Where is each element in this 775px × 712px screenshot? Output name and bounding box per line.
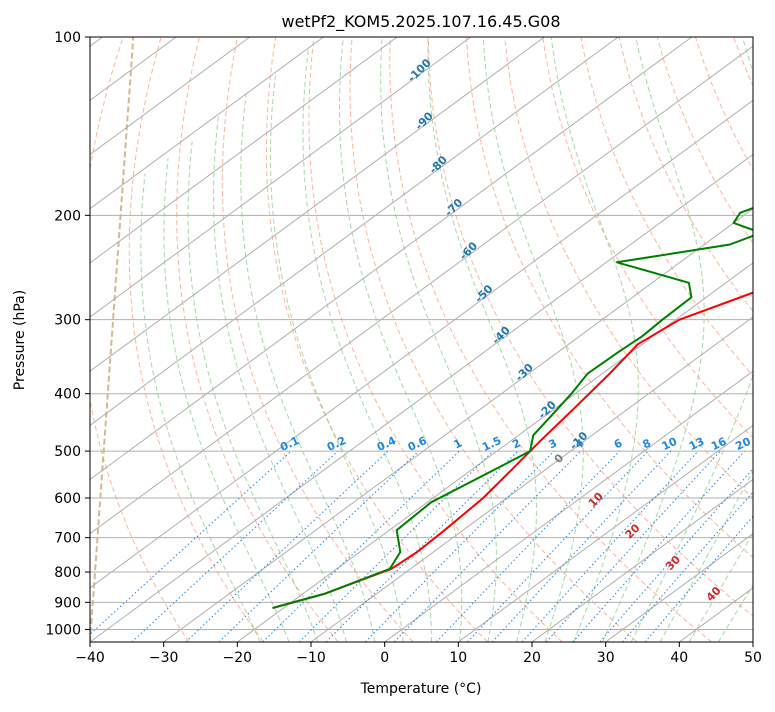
y-tick-label: 1000: [45, 622, 81, 638]
dry-adiabat: [505, 37, 775, 642]
x-tick-label: 30: [597, 650, 615, 666]
mixing-ratio-line: [219, 451, 419, 642]
temp-label: -40: [490, 324, 513, 347]
isotherm-line: [0, 37, 692, 642]
x-axis-label: Temperature (°C): [360, 681, 482, 697]
x-tick-label: 40: [670, 650, 688, 666]
dry-adiabat: [390, 37, 712, 642]
isotherm-line: [753, 37, 775, 642]
wetbulb-label: 30: [663, 553, 683, 573]
moist-adiabat: [551, 37, 638, 642]
y-tick-label: 800: [54, 565, 81, 581]
x-tick-label: −10: [296, 650, 326, 666]
y-tick-label: 100: [54, 30, 81, 46]
dry-adiabat: [222, 37, 413, 642]
mixing-ratio-label: 8: [641, 436, 653, 451]
temp-label: -30: [513, 361, 536, 384]
mixing-ratio-label: 2: [510, 436, 522, 451]
y-tick-label: 300: [54, 313, 81, 329]
dry-adiabat: [695, 37, 775, 642]
wetbulb-label: 10: [586, 490, 606, 510]
moist-adiabat: [660, 37, 775, 642]
x-tick-label: −30: [149, 650, 179, 666]
y-tick-label: 400: [54, 387, 81, 403]
x-tick-label: 10: [449, 650, 467, 666]
moist-adiabat: [270, 73, 403, 642]
mixing-ratio-line: [600, 451, 769, 642]
y-tick-label: 700: [54, 531, 81, 547]
y-axis-label: Pressure (hPa): [12, 290, 28, 390]
x-tick-label: 50: [744, 650, 762, 666]
axes: −40 −30 −20 −10 0 10 20 30 40 50 100 200 300 400 500 60…: [45, 30, 762, 666]
mixing-ratio-label: 6: [612, 436, 625, 451]
x-tick-label: −20: [223, 650, 253, 666]
mixing-ratio-line: [263, 451, 460, 642]
x-tick-label: 20: [523, 650, 541, 666]
moist-adiabat: [188, 141, 318, 642]
mixing-ratio-label: 16: [709, 435, 729, 453]
mixing-ratio-line: [436, 451, 619, 642]
moist-adiabat: [164, 158, 289, 642]
mixing-ratio-label: 3: [547, 436, 559, 451]
dry-adiabat: [267, 37, 488, 642]
isotherm-line: [164, 37, 775, 642]
isotherm-line: [0, 37, 618, 642]
mixing-ratio-line: [186, 451, 388, 642]
moist-adiabat: [381, 37, 497, 642]
moist-adiabat: [689, 37, 775, 642]
x-tick-label: −40: [75, 650, 105, 666]
mixing-ratio-line: [82, 451, 291, 642]
mixing-ratio-line: [365, 451, 554, 642]
mixing-ratio-line: [326, 451, 518, 642]
moist-adiabat: [303, 50, 431, 642]
dry-adiabat: [129, 37, 263, 642]
mixing-ratio-line: [299, 451, 493, 642]
dry-adiabat: [543, 37, 775, 642]
isotherm-line: [0, 37, 250, 642]
mixing-ratio-label: 25: [758, 435, 775, 453]
temp-label: -20: [536, 398, 559, 421]
x-tick-label: 0: [380, 650, 389, 666]
isotherm-line: [0, 37, 323, 642]
chart-title: wetPf2_KOM5.2025.107.16.45.G08: [281, 12, 560, 32]
dry-adiabat: [734, 37, 775, 642]
y-tick-label: 200: [54, 208, 81, 224]
isotherm-line: [0, 37, 544, 642]
isotherm-line: [0, 37, 397, 642]
isotherm-line: [90, 37, 775, 642]
mixing-ratio-line: [468, 451, 649, 642]
dry-adiabat: [177, 37, 339, 642]
isotherm-line: [679, 37, 775, 642]
mixing-ratio-line: [522, 451, 698, 642]
mixing-ratio-label: 13: [687, 435, 706, 453]
isotherm-line: [606, 37, 775, 642]
wetbulb-label: 20: [623, 521, 643, 541]
wetbulb-label: 40: [704, 584, 724, 604]
temp-label: -90: [413, 109, 436, 132]
temp-label: -60: [457, 239, 480, 262]
y-tick-label: 500: [54, 444, 81, 460]
temp-label: -80: [427, 153, 450, 176]
temp-label: -50: [472, 282, 495, 305]
y-tick-label: 900: [54, 595, 81, 611]
y-tick-label: 600: [54, 491, 81, 507]
